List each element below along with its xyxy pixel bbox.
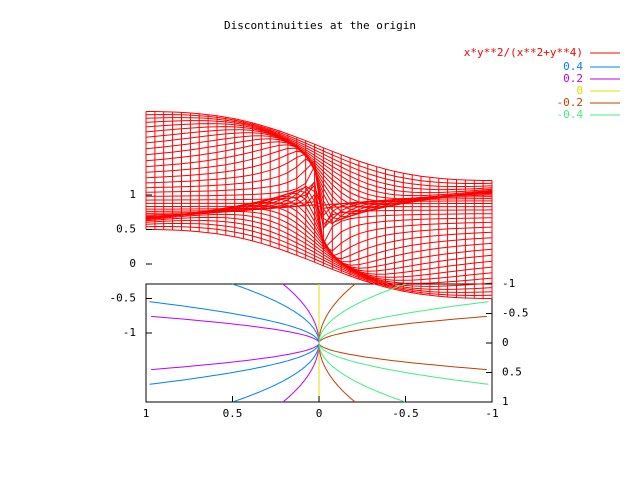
- x-tick-label: 1: [143, 407, 150, 420]
- mesh-line: [145, 126, 493, 197]
- y-tick-label: 0.5: [502, 366, 522, 379]
- mesh-line: [145, 219, 493, 290]
- x-tick-label: -0.5: [392, 407, 419, 420]
- mesh-line: [145, 113, 493, 184]
- mesh-line: [146, 201, 492, 206]
- mesh-line: [146, 204, 492, 209]
- x-tick-label: -1: [485, 407, 498, 420]
- legend-label: x*y**2/(x**2+y**4): [464, 46, 583, 59]
- mesh-line: [145, 216, 493, 287]
- contour-line: [318, 283, 489, 403]
- mesh-line: [145, 223, 493, 293]
- chart-title: Discontinuities at the origin: [224, 19, 416, 32]
- mesh-line: [146, 229, 492, 299]
- legend-label: 0: [576, 84, 583, 97]
- y-tick-label: 0: [502, 336, 509, 349]
- y-tick-label: 1: [502, 395, 509, 408]
- z-tick-label: 1: [129, 188, 136, 201]
- legend-label: 0.2: [563, 72, 583, 85]
- legend-label: -0.2: [557, 96, 584, 109]
- mesh-line: [145, 210, 493, 281]
- y-tick-label: -0.5: [502, 307, 529, 320]
- surface-mesh: [145, 111, 493, 299]
- x-tick-label: 0: [316, 407, 323, 420]
- mesh-line: [145, 207, 493, 278]
- mesh-line: [145, 123, 493, 194]
- mesh-line: [146, 111, 492, 181]
- x-tick-label: 0.5: [223, 407, 243, 420]
- mesh-line: [145, 184, 492, 217]
- z-tick-label: 0: [129, 257, 136, 270]
- z-tick-label: -1: [123, 326, 136, 339]
- mesh-line: [145, 120, 493, 191]
- legend-label: -0.4: [557, 108, 584, 121]
- legend-label: 0.4: [563, 60, 583, 73]
- mesh-line: [145, 117, 493, 187]
- y-tick-label: -1: [502, 277, 515, 290]
- z-tick-label: -0.5: [110, 292, 137, 305]
- mesh-line: [145, 164, 492, 231]
- z-tick-label: 0.5: [116, 223, 136, 236]
- mesh-line: [145, 213, 493, 284]
- mesh-line: [145, 226, 493, 297]
